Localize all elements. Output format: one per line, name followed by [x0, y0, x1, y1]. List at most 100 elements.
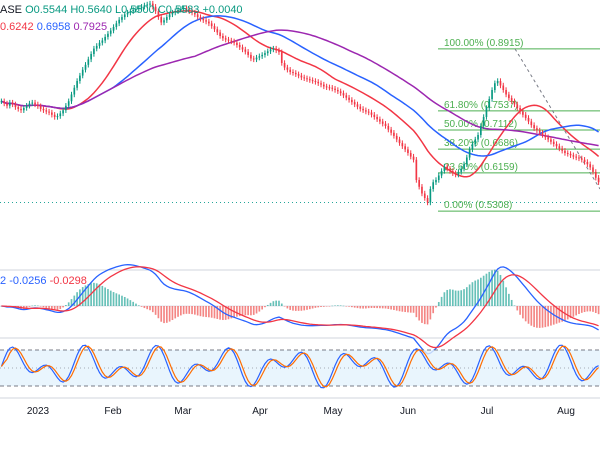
- candle-body: [597, 177, 600, 183]
- macd-histogram-bar: [51, 306, 53, 310]
- candle-body: [547, 137, 549, 140]
- candle-body: [320, 83, 322, 85]
- candle-body: [39, 106, 42, 109]
- macd-histogram-bar: [440, 296, 443, 306]
- candle-body: [491, 90, 493, 99]
- candle-body: [552, 141, 555, 144]
- macd-histogram-bar: [365, 306, 367, 309]
- macd-histogram-bar: [252, 306, 255, 315]
- candle-body: [247, 51, 249, 55]
- macd-histogram-bar: [93, 282, 95, 306]
- macd-histogram-bar: [331, 305, 334, 307]
- macd-histogram-bar: [216, 306, 219, 319]
- macd-histogram-bar: [592, 306, 594, 312]
- macd-histogram-bar: [482, 275, 485, 306]
- candle-body: [423, 193, 426, 198]
- candle-body: [308, 79, 311, 81]
- candle-body: [404, 146, 406, 150]
- macd-histogram-bar: [118, 294, 120, 306]
- macd-histogram-bar: [53, 306, 56, 311]
- macd-histogram-bar: [437, 302, 440, 306]
- candle-body: [468, 149, 471, 158]
- candle-body: [317, 81, 320, 84]
- candle-body: [177, 9, 179, 12]
- ma-readout: 0.6242 0.6958 0.7925: [0, 21, 107, 33]
- macd-histogram-bar: [356, 306, 359, 309]
- candle-body: [437, 175, 440, 180]
- macd-histogram-bar: [31, 305, 34, 307]
- candle-body: [325, 86, 328, 88]
- candle-body: [17, 107, 20, 109]
- candle-body: [390, 129, 392, 133]
- candle-body: [314, 81, 317, 82]
- macd-histogram-bar: [317, 306, 320, 308]
- macd-histogram-bar: [524, 306, 527, 322]
- candle-body: [20, 108, 22, 111]
- ma-value-3: 0.7925: [73, 21, 108, 33]
- ohlc-high: H0.5640: [70, 4, 112, 16]
- macd-histogram-bar: [502, 280, 505, 306]
- macd-histogram-bar: [269, 302, 272, 306]
- macd-histogram-bar: [208, 306, 210, 318]
- macd-histogram-bar: [362, 306, 364, 309]
- candle-body: [48, 111, 50, 113]
- candle-body: [45, 110, 48, 112]
- ma-fast-line: [1, 10, 600, 178]
- candle-body: [140, 6, 143, 9]
- candle-body: [370, 112, 373, 115]
- candle-body: [37, 104, 39, 107]
- candle-body: [496, 81, 499, 84]
- macd-histogram-bar: [205, 306, 207, 318]
- candle-body: [188, 9, 191, 12]
- candle-body: [342, 93, 345, 96]
- macd-histogram-bar: [266, 304, 269, 306]
- candle-body: [510, 98, 513, 102]
- candle-body: [477, 135, 479, 140]
- x-axis-tick-label: Feb: [104, 406, 122, 417]
- macd-histogram-bar: [488, 271, 491, 306]
- candle-body: [205, 20, 207, 22]
- candle-body: [196, 14, 199, 18]
- macd-histogram-bar: [569, 306, 572, 319]
- macd-histogram-bar: [334, 305, 336, 306]
- macd-histogram-bar: [163, 306, 165, 324]
- candle-body: [112, 27, 115, 31]
- candle-body: [79, 75, 81, 81]
- candle-body: [401, 143, 404, 147]
- macd-histogram-bar: [547, 306, 549, 327]
- candle-body: [465, 157, 468, 165]
- candle-body: [482, 117, 485, 126]
- macd-histogram-bar: [247, 306, 249, 316]
- candle-body: [440, 171, 443, 176]
- candle-body: [558, 146, 561, 149]
- macd-histogram-bar: [219, 306, 221, 320]
- candle-body: [353, 102, 356, 105]
- macd-histogram-bar: [432, 306, 435, 314]
- macd-histogram-bar: [415, 306, 418, 318]
- x-axis-tick-label: Apr: [252, 406, 268, 417]
- macd-histogram-bar: [95, 283, 98, 306]
- macd-histogram-bar: [398, 306, 401, 312]
- candle-body: [286, 67, 289, 70]
- candle-body: [544, 135, 547, 138]
- candle-body: [297, 74, 300, 76]
- macd-histogram-bar: [395, 306, 398, 311]
- macd-value-3: -0.0298: [49, 275, 87, 287]
- macd-histogram-bar: [544, 306, 547, 328]
- macd-histogram-bar: [339, 305, 342, 306]
- macd-histogram-bar: [48, 306, 50, 309]
- candle-body: [485, 108, 488, 117]
- macd-histogram-bar: [468, 284, 471, 306]
- candle-body: [398, 139, 401, 144]
- candle-body: [407, 149, 409, 153]
- candle-body: [367, 111, 370, 113]
- macd-histogram-bar: [446, 289, 449, 306]
- candle-body: [311, 80, 314, 82]
- macd-histogram-bar: [199, 306, 202, 317]
- candle-body: [513, 101, 516, 105]
- macd-histogram-bar: [407, 306, 409, 313]
- candle-body: [280, 52, 283, 63]
- candle-body: [81, 69, 84, 76]
- candle-body: [42, 108, 45, 111]
